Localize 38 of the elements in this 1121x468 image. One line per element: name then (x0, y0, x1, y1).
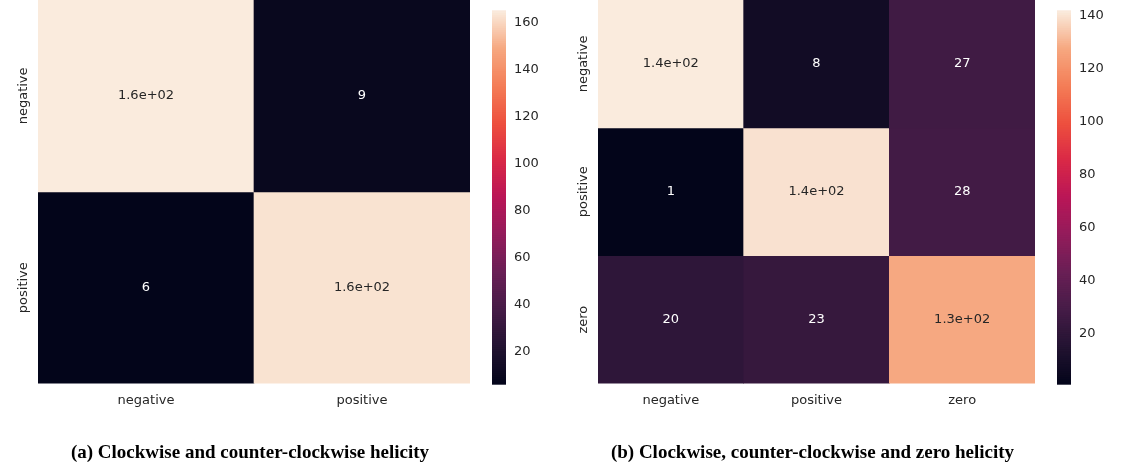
text: (b) Clockwise, counter-clockwise and zero helicity (610, 440, 1015, 463)
color-bar-label: 140 (514, 60, 539, 76)
color-bar-label: 20 (514, 342, 531, 358)
x-tick-label: negative (117, 391, 175, 407)
data-label: 6 (141, 279, 151, 295)
color-bar-label: 120 (1079, 60, 1104, 76)
color-bar-label: 60 (1079, 219, 1096, 235)
color-bar-label: 40 (514, 295, 531, 311)
data-label: 8 (812, 55, 821, 71)
color-bar-label: 60 (514, 248, 531, 264)
data-label: 23 (808, 311, 825, 327)
data-label: 1.4e+02 (642, 55, 699, 71)
color-bar-label: 80 (514, 201, 531, 217)
data-label: 1.6e+02 (333, 279, 391, 295)
color-bar-label: 20 (1079, 325, 1096, 341)
data-label: 1 (666, 183, 675, 199)
y-tick-label: negative (575, 35, 591, 93)
color-bar-label: 140 (1079, 7, 1104, 23)
x-tick-label: positive (336, 391, 388, 407)
color-bar-label: 100 (1079, 113, 1104, 129)
data-label: 1.4e+02 (788, 183, 845, 199)
x-tick-label: positive (791, 391, 842, 407)
x-tick-label: zero (948, 391, 977, 407)
data-label: 20 (662, 311, 680, 327)
x-tick-label: negative (642, 391, 700, 407)
text: (a) Clockwise and counter-clockwise helicity (70, 440, 430, 463)
data-label: 1.3e+02 (934, 311, 991, 327)
y-tick-label: zero (575, 305, 591, 334)
color-bar-label: 40 (1079, 272, 1096, 288)
color-bar-label: 100 (514, 154, 539, 170)
data-label: 27 (953, 55, 971, 71)
color-bar-label: 160 (514, 13, 539, 29)
y-tick-label: positive (575, 166, 591, 218)
color-bar-label: 80 (1079, 166, 1096, 182)
data-label: 9 (357, 87, 367, 103)
data-label: 28 (953, 183, 971, 199)
color-bar-label: 120 (514, 107, 539, 123)
data-label: 1.6e+02 (117, 87, 175, 103)
